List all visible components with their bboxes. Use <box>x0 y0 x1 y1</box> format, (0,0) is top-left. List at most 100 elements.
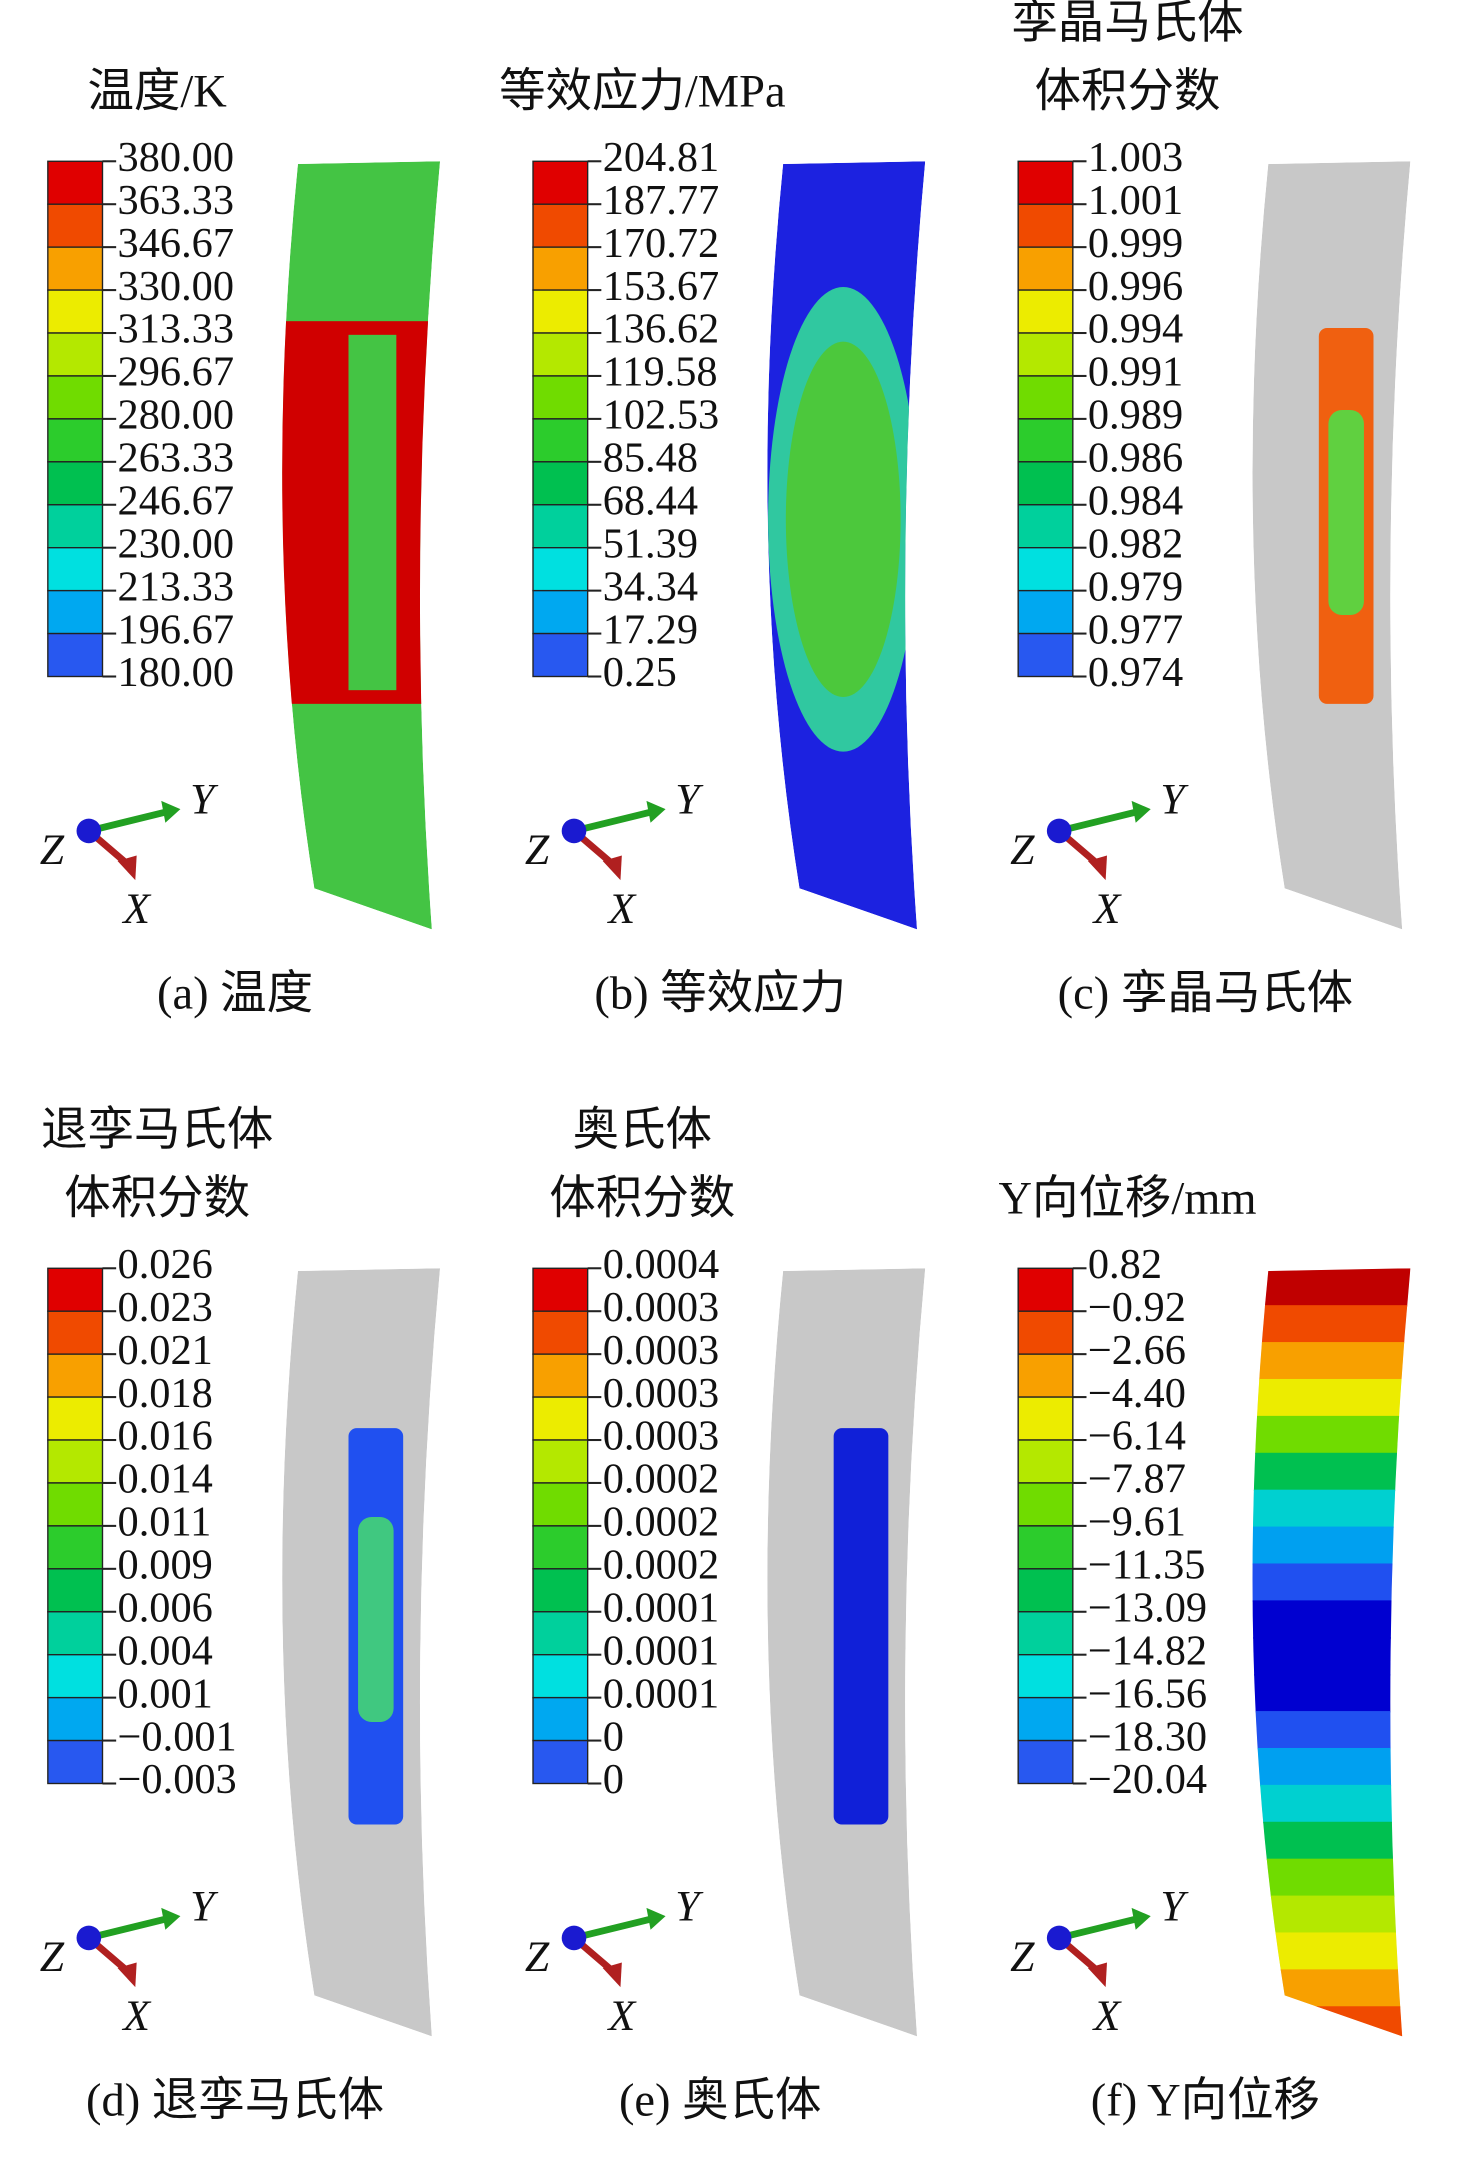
legend-label: −7.87 <box>1088 1456 1186 1503</box>
legend-label: 0.0002 <box>603 1499 720 1546</box>
legend-band <box>47 203 104 248</box>
legend-label: −2.66 <box>1088 1327 1186 1374</box>
legend-band <box>532 1439 589 1484</box>
legend-band <box>532 418 589 463</box>
legend-title: 退孪马氏体 <box>41 1104 273 1156</box>
axis-label: Z <box>1010 1933 1035 1981</box>
legend-band <box>1017 1267 1074 1312</box>
legend-band <box>1017 1696 1074 1742</box>
legend-label: −9.61 <box>1088 1499 1186 1546</box>
legend-band <box>47 375 104 420</box>
legend-band <box>1017 289 1074 334</box>
legend-label: −20.04 <box>1088 1756 1207 1803</box>
legend-label: 17.29 <box>603 606 698 653</box>
caption: (c) 孪晶马氏体 <box>1058 967 1353 1019</box>
caption: (d) 退孪马氏体 <box>86 2074 384 2126</box>
legend-band <box>47 589 104 635</box>
contour-plot <box>767 1268 926 2037</box>
legend-band <box>532 246 589 291</box>
legend-label: 85.48 <box>603 435 698 482</box>
legend-label: 0.023 <box>118 1284 213 1331</box>
legend-band <box>47 1654 104 1699</box>
legend-band <box>532 1611 589 1656</box>
legend-label: 119.58 <box>603 349 718 396</box>
legend-band <box>1017 547 1074 592</box>
legend-title: 体积分数 <box>64 1173 250 1224</box>
legend-label: 0.0003 <box>603 1413 720 1460</box>
legend-band <box>1017 332 1074 377</box>
axis-label: X <box>606 885 637 933</box>
legend-label: 0.25 <box>603 649 677 696</box>
legend-band <box>47 461 104 506</box>
axis-label: Y <box>190 776 219 824</box>
legend-band <box>47 1310 104 1355</box>
axis-label: Z <box>40 1933 65 1981</box>
legend-band <box>1017 1525 1074 1570</box>
legend-band <box>47 1353 104 1398</box>
legend-label: 0.018 <box>118 1370 213 1417</box>
axis-label: X <box>1092 1992 1123 2040</box>
panel: 奥氏体体积分数0.00040.00030.00030.00030.00030.0… <box>525 1105 926 2126</box>
legend-label: 170.72 <box>603 220 720 267</box>
legend-label: 0.994 <box>1088 306 1183 353</box>
legend-band <box>47 632 104 678</box>
legend-label: 204.81 <box>603 134 720 181</box>
legend-label: 230.00 <box>118 520 234 567</box>
legend-label: 0.0002 <box>603 1456 720 1503</box>
legend-label: −0.92 <box>1088 1284 1186 1331</box>
legend-band <box>47 246 104 291</box>
axis-label: Y <box>1160 1883 1189 1931</box>
legend-title: 奥氏体 <box>573 1105 712 1156</box>
legend-label: 0.999 <box>1088 220 1183 267</box>
legend-band <box>1017 1482 1074 1527</box>
axis-label: Z <box>525 1933 550 1981</box>
legend-label: 34.34 <box>603 563 698 610</box>
legend-label: 136.62 <box>603 306 720 353</box>
legend-band <box>1017 461 1074 506</box>
caption: (a) 温度 <box>157 968 313 1019</box>
legend-band <box>1017 1310 1074 1355</box>
legend-label: 0.974 <box>1088 649 1183 696</box>
legend-label: 0.996 <box>1088 263 1183 310</box>
contour-plot <box>1252 161 1411 930</box>
legend-label: 346.67 <box>118 220 234 267</box>
legend-band <box>532 632 589 678</box>
legend-label: 296.67 <box>118 349 234 396</box>
legend-label: 0.0004 <box>603 1241 720 1288</box>
legend-band <box>1017 1568 1074 1613</box>
legend-band <box>47 1611 104 1656</box>
legend-band <box>532 1482 589 1527</box>
legend-title: 等效应力/MPa <box>499 66 785 117</box>
legend-band <box>47 1525 104 1570</box>
axis-label: Y <box>190 1883 219 1931</box>
legend-band <box>532 203 589 248</box>
contour-plot <box>282 161 441 930</box>
legend-band <box>1017 203 1074 248</box>
legend-label: 0.0001 <box>603 1627 720 1674</box>
legend-band <box>47 418 104 463</box>
legend-band <box>47 1696 104 1742</box>
axis-label: X <box>121 885 152 933</box>
legend-title: 体积分数 <box>549 1173 735 1224</box>
legend-label: 0.016 <box>118 1413 213 1460</box>
legend-band <box>1017 632 1074 678</box>
axis-label: X <box>1092 885 1123 933</box>
legend-label: −6.14 <box>1088 1413 1186 1460</box>
axis-label: Y <box>675 1883 704 1931</box>
legend-band <box>1017 589 1074 635</box>
legend-band <box>47 289 104 334</box>
axis-label: X <box>121 1992 152 2040</box>
legend-band <box>47 504 104 549</box>
caption: (e) 奥氏体 <box>619 2075 822 2126</box>
legend-label: 0.984 <box>1088 477 1183 524</box>
legend-band <box>532 1267 589 1312</box>
legend-label: 0.011 <box>118 1499 212 1546</box>
legend-label: 0.991 <box>1088 349 1183 396</box>
legend-label: 246.67 <box>118 477 234 524</box>
legend-band <box>532 332 589 377</box>
legend-label: 213.33 <box>118 563 234 610</box>
legend-label: 0.989 <box>1088 392 1183 439</box>
legend-label: 0 <box>603 1713 624 1760</box>
legend-label: 1.003 <box>1088 134 1183 181</box>
legend-label: 363.33 <box>118 177 234 224</box>
